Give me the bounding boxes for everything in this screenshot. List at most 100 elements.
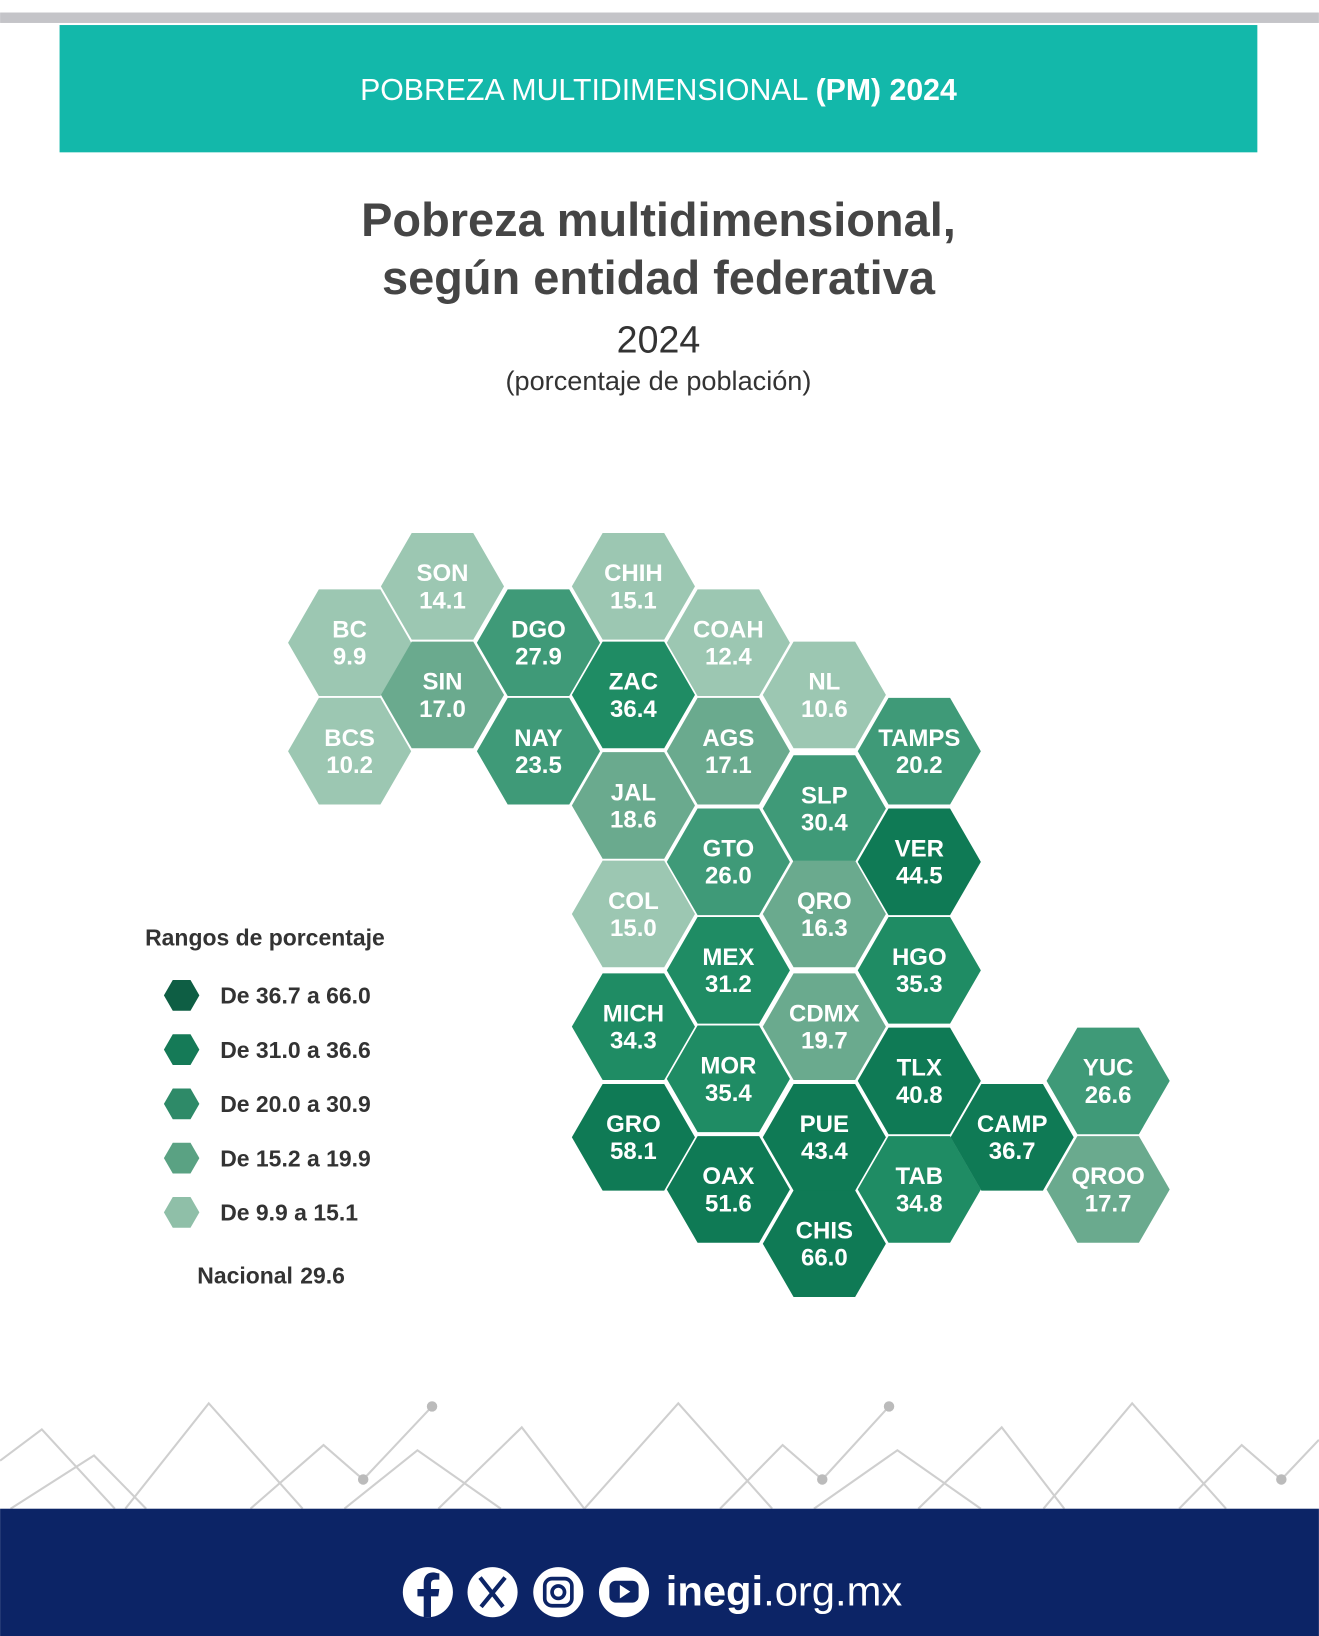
legend-label: De 31.0 a 36.6 (220, 1037, 370, 1063)
state-abbr: QROO (1071, 1163, 1144, 1190)
deco-line (437, 1425, 586, 1510)
site-rest: .org.mx (763, 1568, 902, 1615)
deco-dot (1276, 1474, 1287, 1485)
state-hex (666, 808, 790, 916)
state-value: 35.3 (896, 971, 943, 998)
state-hex (857, 917, 981, 1024)
state-abbr: AGS (702, 725, 754, 752)
legend-label: De 15.2 a 19.9 (220, 1145, 370, 1171)
header-light: POBREZA MULTIDIMENSIONAL (360, 74, 816, 107)
state-abbr: NAY (514, 725, 562, 752)
youtube-glyph (619, 1584, 631, 1599)
state-hex (666, 1136, 790, 1243)
national-total: Nacional 29.6 (197, 1262, 345, 1288)
state-abbr: BC (332, 616, 367, 643)
legend-swatch (163, 1088, 200, 1120)
title-line: Pobreza multidimensional, (361, 193, 956, 246)
state-hex (857, 1136, 981, 1243)
state-abbr: SLP (801, 782, 848, 809)
deco-line (1042, 1401, 1227, 1510)
state-value: 27.9 (515, 644, 562, 671)
legend-swatch (163, 1142, 200, 1174)
national-value: 29.6 (300, 1262, 345, 1288)
deco-line (583, 1401, 773, 1510)
state-hex (571, 533, 695, 640)
state-abbr: DGO (511, 616, 566, 643)
instagram-icon[interactable] (533, 1567, 584, 1618)
state-hex (666, 589, 790, 697)
state-abbr: MOR (700, 1053, 756, 1080)
state-abbr: HGO (892, 944, 947, 971)
title-year: 2024 (617, 319, 701, 361)
legend-title: Rangos de porcentaje (145, 924, 385, 950)
state-hex (857, 1027, 981, 1135)
state-value: 36.4 (610, 696, 657, 723)
state-abbr: JAL (611, 779, 656, 806)
deco-line (249, 1405, 433, 1510)
state-value: 18.6 (610, 806, 657, 833)
state-abbr: COAH (693, 616, 764, 643)
state-hex (762, 641, 886, 749)
state-hex (288, 697, 412, 805)
state-hex (857, 697, 981, 805)
social-icons (402, 1567, 650, 1618)
state-hex (762, 1083, 886, 1191)
state-abbr: TLX (897, 1055, 942, 1082)
state-value: 14.1 (419, 587, 466, 614)
state-hex (762, 1190, 886, 1298)
state-hex (762, 860, 886, 968)
state-hex (666, 697, 790, 805)
state-abbr: BCS (324, 725, 375, 752)
state-abbr: GRO (606, 1111, 661, 1138)
state-value: 43.4 (801, 1138, 848, 1165)
legend-swatch (163, 1197, 200, 1228)
header-text: POBREZA MULTIDIMENSIONAL (PM) 2024 (360, 74, 957, 107)
x-glyph (478, 1576, 507, 1609)
state-value: 36.7 (989, 1138, 1036, 1165)
state-abbr: ZAC (609, 669, 658, 696)
state-value: 17.0 (419, 696, 466, 723)
deco-dot (426, 1401, 438, 1412)
state-abbr: COL (608, 888, 659, 915)
national-label: Nacional (197, 1262, 293, 1288)
state-value: 20.2 (896, 752, 943, 779)
deco-line (1178, 1439, 1319, 1510)
deco-line (719, 1405, 890, 1510)
legend-label: De 20.0 a 30.9 (220, 1091, 370, 1117)
state-value: 51.6 (705, 1190, 752, 1217)
legend-swatch (163, 980, 200, 1011)
state-value: 35.4 (705, 1080, 752, 1107)
state-hex (1046, 1136, 1170, 1243)
state-abbr: SIN (422, 669, 462, 696)
legend-label: De 36.7 a 66.0 (220, 983, 370, 1009)
state-value: 34.3 (610, 1028, 657, 1055)
state-abbr: QRO (797, 888, 852, 915)
state-abbr: CHIH (604, 560, 663, 587)
footer-band (0, 1508, 1319, 1636)
state-abbr: CHIS (796, 1217, 853, 1244)
state-hex (762, 755, 886, 862)
state-value: 26.6 (1085, 1082, 1132, 1109)
state-value: 12.4 (705, 644, 752, 671)
state-hex (571, 860, 695, 968)
state-hex (476, 589, 601, 697)
state-hex (380, 641, 505, 749)
state-abbr: YUC (1083, 1055, 1134, 1082)
state-hex (571, 641, 695, 749)
state-abbr: MICH (603, 1000, 664, 1027)
state-value: 10.6 (801, 696, 848, 723)
state-value: 26.0 (705, 863, 752, 890)
deco-dot (883, 1401, 895, 1412)
state-hex (476, 697, 601, 805)
state-value: 31.2 (705, 971, 752, 998)
state-value: 23.5 (515, 752, 562, 779)
site-bold: inegi (666, 1568, 763, 1615)
state-value: 9.9 (333, 644, 366, 671)
subtitle: (porcentaje de población) (505, 365, 811, 396)
state-abbr: CAMP (977, 1111, 1048, 1138)
state-hex (571, 1083, 695, 1191)
decoration (0, 1401, 1319, 1510)
footer-site[interactable]: inegi.org.mx (666, 1568, 903, 1615)
state-abbr: TAB (896, 1163, 944, 1190)
